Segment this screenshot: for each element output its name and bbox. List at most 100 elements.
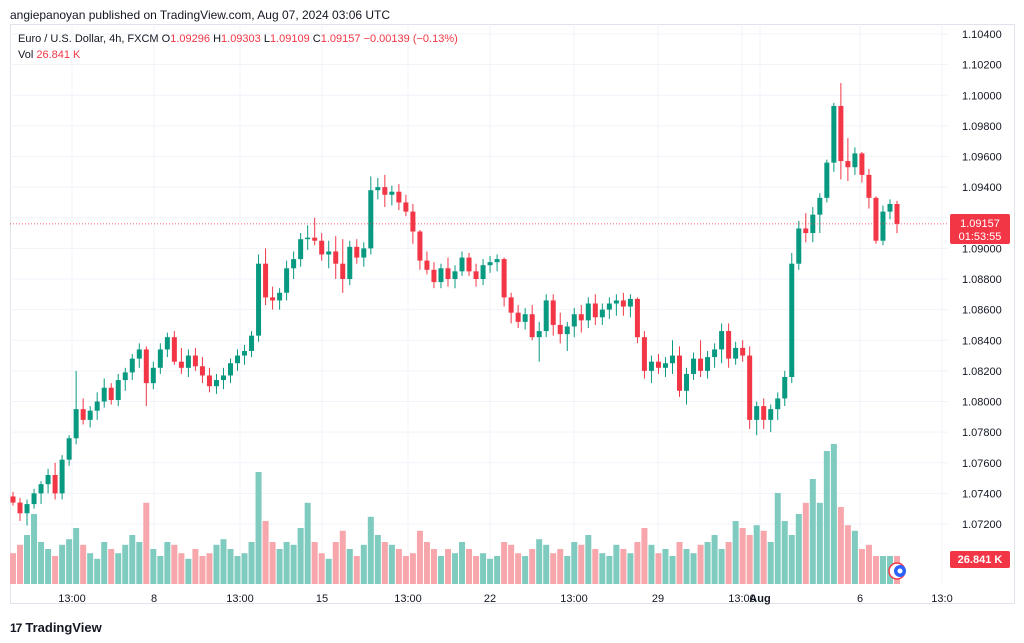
candle-body (38, 484, 44, 494)
candle-body (852, 153, 858, 168)
goto-realtime-icon[interactable] (888, 562, 906, 580)
candle-body (10, 496, 16, 503)
candle-body (45, 475, 51, 485)
volume-bar (816, 502, 823, 584)
candle-body (740, 347, 746, 356)
candle-body (326, 251, 332, 255)
candle-body (796, 228, 802, 264)
volume-bar (466, 549, 473, 584)
candle-body (389, 191, 395, 195)
volume-bar (662, 549, 669, 584)
candle-body (698, 358, 704, 371)
candle-body (747, 355, 753, 420)
x-tick-label: 13:00 (728, 593, 756, 605)
volume-bar (606, 556, 613, 584)
volume-bar (788, 535, 795, 584)
candle-body (368, 190, 374, 249)
volume-bar (592, 549, 599, 584)
candle-body (817, 197, 823, 215)
volume-bar (690, 553, 697, 584)
candle-body (684, 373, 690, 391)
footer-brand[interactable]: 17 TradingView (10, 620, 102, 635)
candle-body (150, 367, 156, 384)
volume-bar (564, 556, 571, 584)
volume-bar (844, 525, 851, 584)
volume-bar (283, 542, 290, 584)
candle-body (199, 366, 205, 376)
volume-bar (185, 558, 192, 584)
price-tag: 1.09157 01:53:55 (950, 214, 1010, 244)
legend-low-value: 1.09109 (269, 33, 310, 45)
y-tick-label: 1.10000 (962, 90, 1002, 102)
candle-body (235, 355, 241, 364)
candle-body (417, 231, 423, 261)
candle-body (424, 260, 430, 270)
candle-body (136, 349, 142, 359)
volume-bar (395, 549, 402, 584)
candle-body (613, 300, 619, 304)
volume-bar (732, 521, 739, 584)
volume-bar (38, 542, 45, 584)
candle-body (284, 268, 290, 293)
volume-bar (430, 549, 437, 584)
legend-high-value: 1.09303 (221, 33, 261, 45)
y-tick-label: 1.08000 (962, 397, 1002, 409)
volume-bar (774, 493, 781, 584)
volume-bar (739, 528, 746, 584)
volume-bar (634, 542, 641, 584)
volume-bar (704, 542, 711, 584)
y-tick-label: 1.08200 (962, 366, 1002, 378)
volume-bar (753, 525, 760, 584)
y-tick-label: 1.08400 (962, 335, 1002, 347)
volume-bar (101, 542, 108, 584)
volume-bar (24, 535, 31, 584)
y-tick-label: 1.09000 (962, 243, 1002, 255)
candle-body (52, 475, 58, 494)
volume-bar (353, 556, 360, 584)
volume-bar (711, 535, 718, 584)
y-tick-label: 1.07800 (962, 427, 1002, 439)
y-tick-label: 1.07400 (962, 488, 1002, 500)
volume-bar (332, 542, 339, 584)
candle-body (754, 406, 760, 420)
candle-body (634, 298, 640, 338)
candle-body (894, 203, 900, 224)
candle-body (866, 174, 872, 198)
volume-bar (129, 535, 136, 584)
candle-body (627, 298, 633, 307)
volume-bar (80, 544, 87, 584)
volume-bar (872, 556, 879, 584)
volume-bar (164, 542, 171, 584)
legend-close-label: C (312, 33, 321, 45)
volume-bar (143, 502, 150, 584)
volume-bar (269, 542, 276, 584)
candle-body (375, 187, 381, 191)
volume-bar (360, 544, 367, 584)
candle-body (838, 105, 844, 162)
x-tick-label: 29 (652, 593, 664, 605)
volume-bar (45, 549, 52, 584)
candle-body (270, 297, 276, 301)
candle-body (66, 438, 72, 460)
volume-bar (248, 542, 255, 584)
volume-bar (171, 544, 178, 584)
candle-body (178, 361, 184, 368)
candle-body (705, 357, 711, 371)
legend-ohlc: Euro / U.S. Dollar, 4h, FXCM O1.09296 H1… (18, 33, 458, 45)
volume-bar (879, 556, 886, 584)
volume-bar (31, 514, 38, 584)
volume-bar (452, 553, 458, 584)
y-tick-label: 1.10200 (962, 60, 1002, 72)
volume-bar (73, 528, 80, 584)
candle-body (557, 324, 563, 335)
candle-body (578, 314, 584, 321)
volume-bar (620, 549, 627, 584)
x-tick-label: 13:00 (394, 593, 422, 605)
legend-symbol: Euro / U.S. Dollar, 4h, FXCM (18, 33, 159, 45)
volume-bar (781, 521, 788, 584)
volume-bar (697, 544, 704, 584)
candle-body (361, 248, 367, 258)
candle-body (192, 355, 198, 367)
volume-bar (795, 514, 802, 584)
